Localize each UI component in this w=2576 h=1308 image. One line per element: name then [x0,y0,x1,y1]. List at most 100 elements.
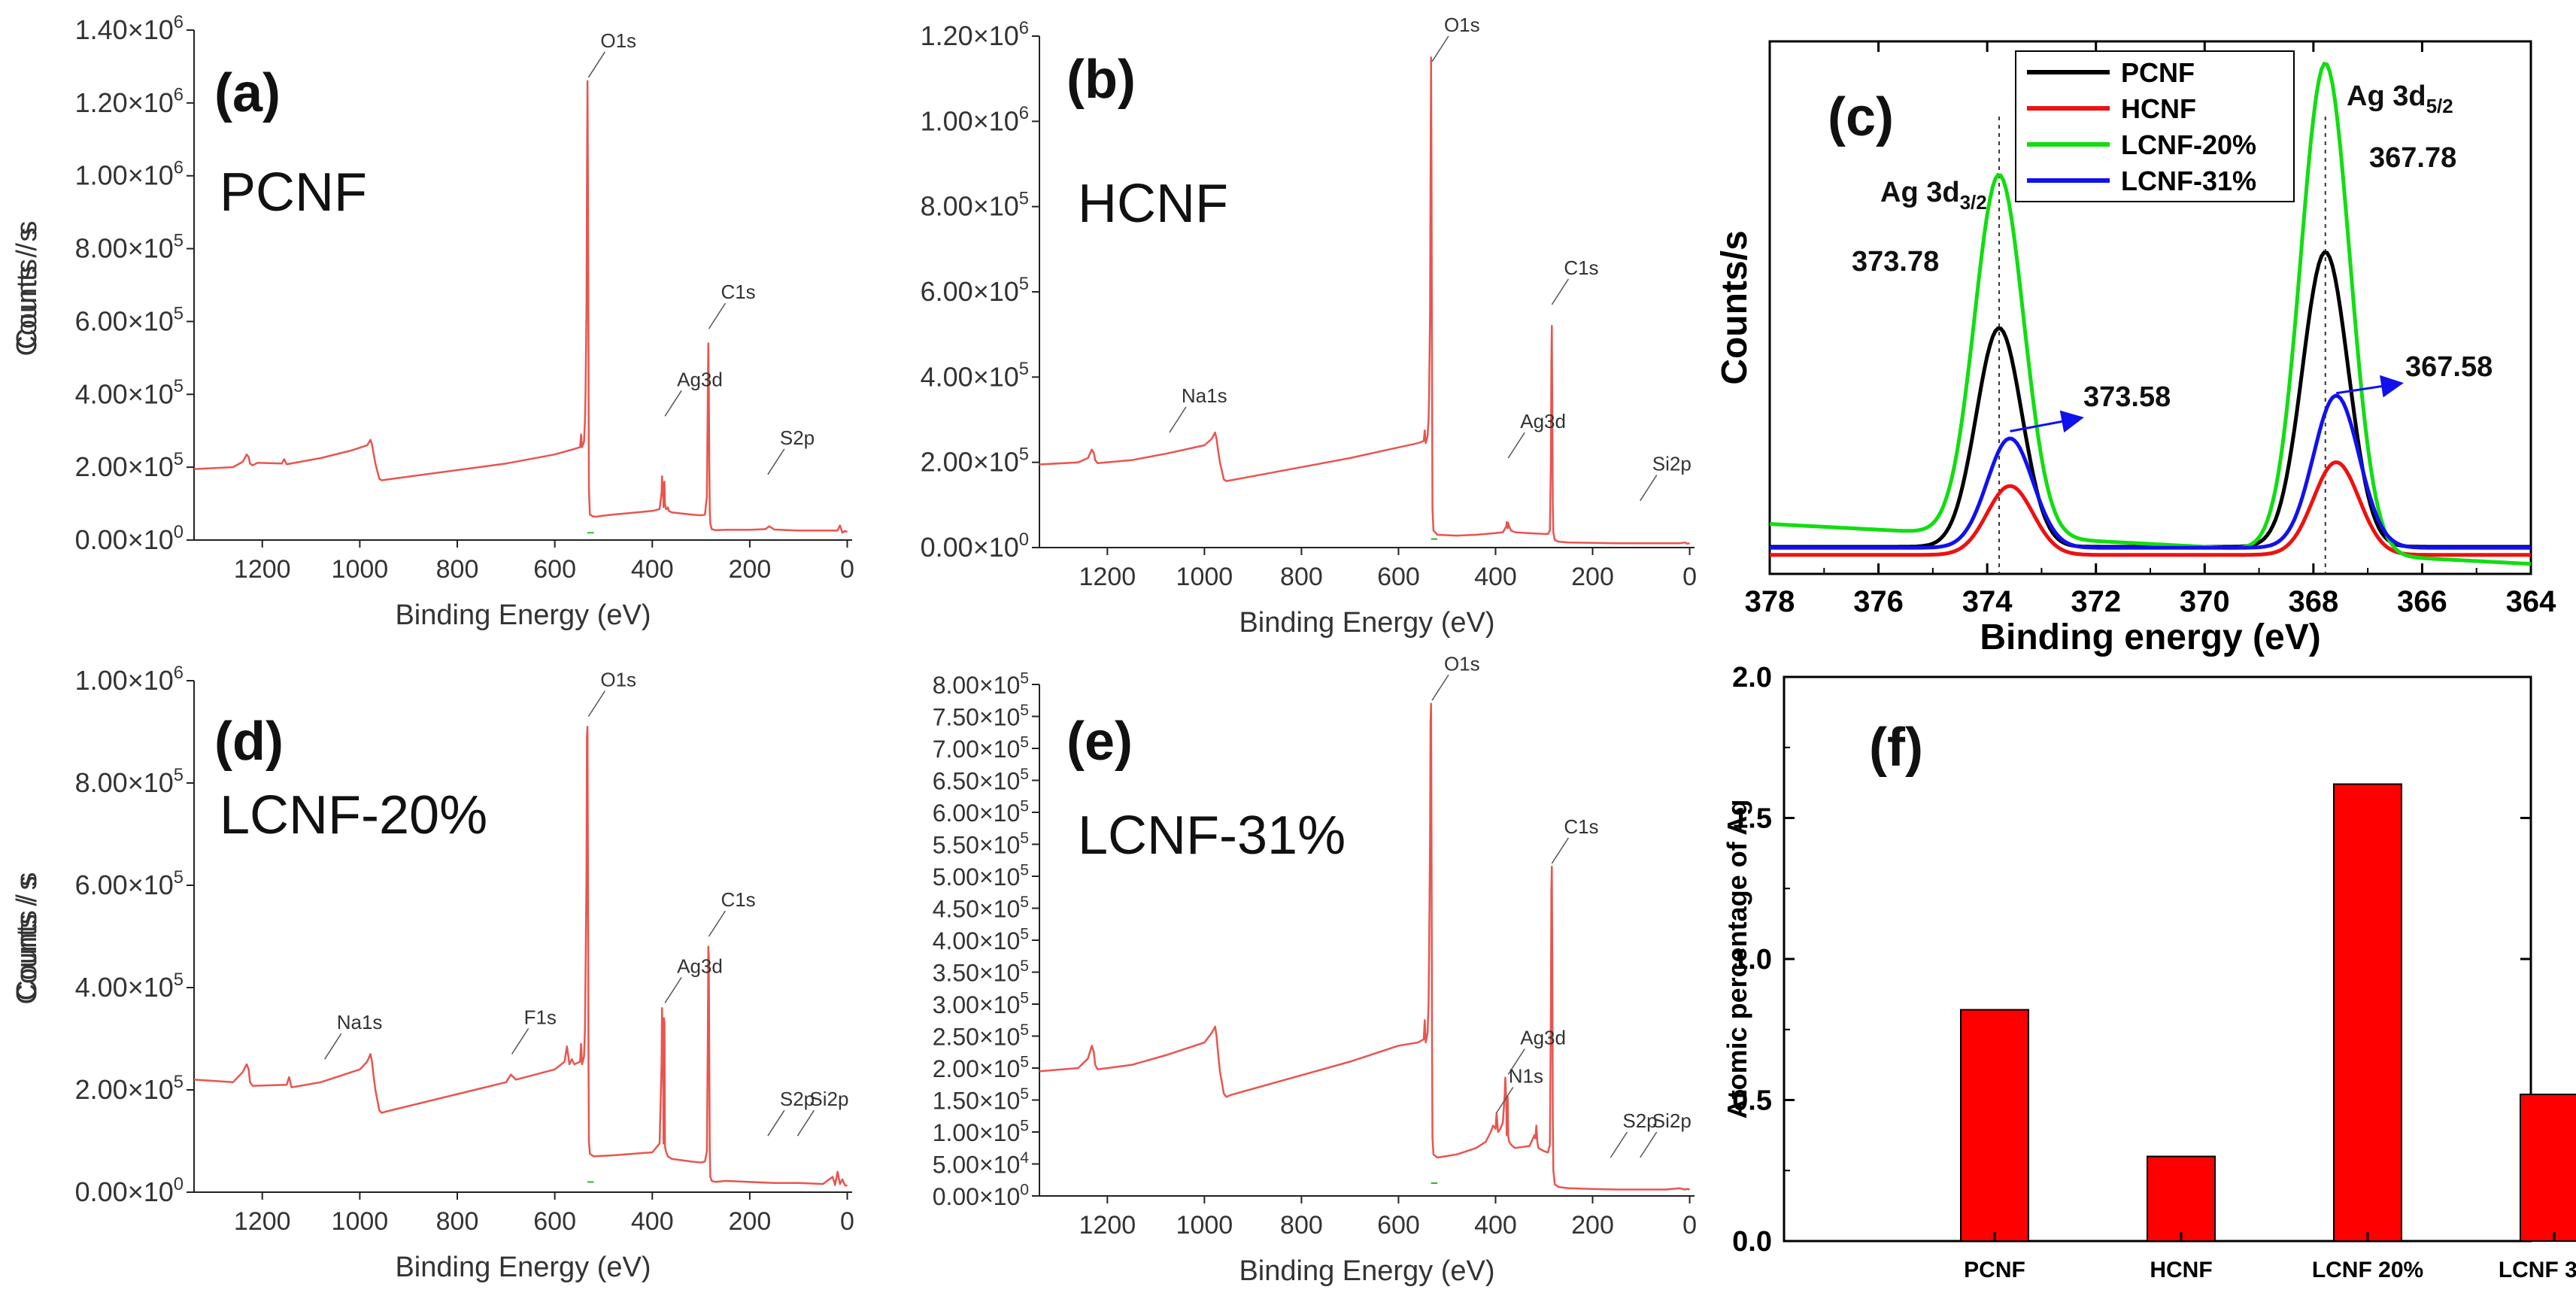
y-tick-exponent: 5 [174,376,184,396]
y-tick-mantissa: 1.40 [75,14,128,45]
x-tick-label: 0 [840,555,854,584]
legend-entry: PCNF [2121,57,2195,88]
peak-shift-arrow [2335,375,2404,398]
y-tick-exponent: 5 [174,867,184,888]
peak-name-base: Ag 3d [2347,80,2426,112]
x-tick-label: 372 [2071,585,2121,618]
peak-leader-line [708,302,727,329]
peak-label: C1s [721,888,755,911]
y-tick-label: 8.00×105 [75,765,184,798]
y-tick-label: 8.00×105 [75,230,184,263]
y-tick-times: ×10 [973,532,1019,563]
panel-label: (f) [1869,718,1923,778]
x-axis-title: Binding Energy (eV) [395,1252,651,1283]
y-tick-times: ×10 [128,665,174,696]
legend-entry: HCNF [2121,93,2196,124]
x-tick-label: 600 [533,555,576,584]
y-tick-mantissa: 5.50 [933,832,979,859]
peak-label: F1s [524,1006,557,1028]
y-tick-exponent: 5 [174,765,184,785]
y-tick-mantissa: 8.00 [75,767,128,798]
y-tick-times: ×10 [128,524,174,555]
y-tick-label: 1.0 [1732,944,1772,976]
y-tick-times: ×10 [128,767,174,798]
y-tick-label: 0.00×100 [921,530,1029,563]
panel-a: 1200 1000 800 600 400 200 00.00×1002.00×1054.0… [11,12,854,631]
y-tick-mantissa: 8.00 [921,191,973,222]
x-tick-label: 1200 [234,1207,291,1236]
y-tick-label: 4.50×105 [933,894,1029,922]
peak-leader-line [1610,1131,1628,1158]
x-axis-title: Binding Energy (eV) [1239,1255,1494,1287]
peak-label: O1s [600,29,636,52]
x-tick-label: HCNF [2150,1258,2212,1282]
peak-label: C1s [1564,815,1598,838]
x-tick-label: LCNF 31% [2499,1258,2576,1282]
peak-label: Si2p [809,1088,848,1110]
peak-leader-line [1431,674,1449,701]
peak-label: Na1s [1182,384,1227,407]
y-tick-label: 6.00×105 [933,798,1029,827]
x-tick-label: 1200 [234,555,291,584]
y-tick-exponent: 5 [1020,1021,1029,1039]
y-tick-mantissa: 6.00 [933,800,979,827]
x-tick-label: 600 [1377,1211,1420,1240]
peak-label: O1s [600,669,636,691]
y-tick-label: 4.00×105 [75,376,184,409]
y-tick-label: 1.00×106 [921,103,1029,136]
peak-name-label: Ag 3d5/2 [2347,80,2453,117]
y-tick-times: ×10 [128,972,174,1003]
y-tick-times: ×10 [128,87,174,118]
y-axis-title: Atomic percentage of Ag [1722,800,1752,1119]
panel-label: (b) [1067,50,1136,110]
y-tick-times: ×10 [979,800,1020,827]
y-tick-mantissa: 1.00 [933,1119,979,1146]
x-tick-label: 400 [1474,1211,1517,1240]
y-tick-label: 2.00×105 [933,1054,1029,1082]
bar [2333,783,2402,1242]
y-tick-mantissa: 3.50 [933,960,979,987]
y-tick-times: ×10 [128,305,174,336]
y-tick-times: ×10 [973,20,1019,51]
y-tick-times: ×10 [973,361,1019,392]
y-tick-exponent: 5 [1020,957,1029,975]
y-tick-mantissa: 4.00 [75,972,128,1003]
x-tick-label: 600 [533,1207,576,1236]
y-tick-label: 4.00×105 [933,926,1029,954]
y-tick-mantissa: 1.50 [933,1088,979,1115]
y-tick-label: 0.0 [1732,1226,1772,1258]
x-tick-label: 200 [1571,563,1614,591]
y-tick-exponent: 5 [1020,670,1029,687]
peak-leader-line [587,51,605,78]
peak-leader-line [1551,278,1569,305]
y-tick-times: ×10 [128,233,174,264]
x-tick-label: LCNF 20% [2312,1258,2423,1282]
y-tick-times: ×10 [973,447,1019,478]
sample-label: LCNF-20% [220,785,487,845]
y-tick-mantissa: 0.00 [75,524,128,555]
series-line-lcnf-31- [1770,393,2531,550]
y-tick-label: 2.00×105 [75,1072,184,1105]
panel-e: 1200 1000 800 600 400 200 00.00×1005.00×1041.0… [11,652,1697,1287]
x-tick-label: 370 [2180,585,2230,618]
y-tick-times: ×10 [979,1088,1020,1115]
x-tick-label: 1000 [1176,563,1233,591]
survey-spectrum-line [1039,56,1690,545]
y-tick-mantissa: 5.00 [933,863,979,891]
x-tick-label: 364 [2506,585,2556,618]
y-tick-exponent: 5 [1020,894,1029,911]
y-tick-times: ×10 [973,191,1019,222]
peak-label: S2p [780,1088,815,1110]
survey-spectrum-line [193,725,848,1187]
y-tick-label: 1.00×105 [933,1118,1029,1146]
x-tick-label: 0 [840,1207,854,1236]
peak-leader-line [664,390,682,417]
y-tick-mantissa: 6.00 [921,276,973,307]
legend-box [2015,50,2295,202]
y-tick-times: ×10 [973,105,1019,136]
x-tick-label: 400 [631,1207,674,1236]
survey-spectrum-line [193,80,848,534]
y-tick-label: 1.00×106 [75,158,184,191]
x-tick-label: 0 [1682,1211,1697,1240]
